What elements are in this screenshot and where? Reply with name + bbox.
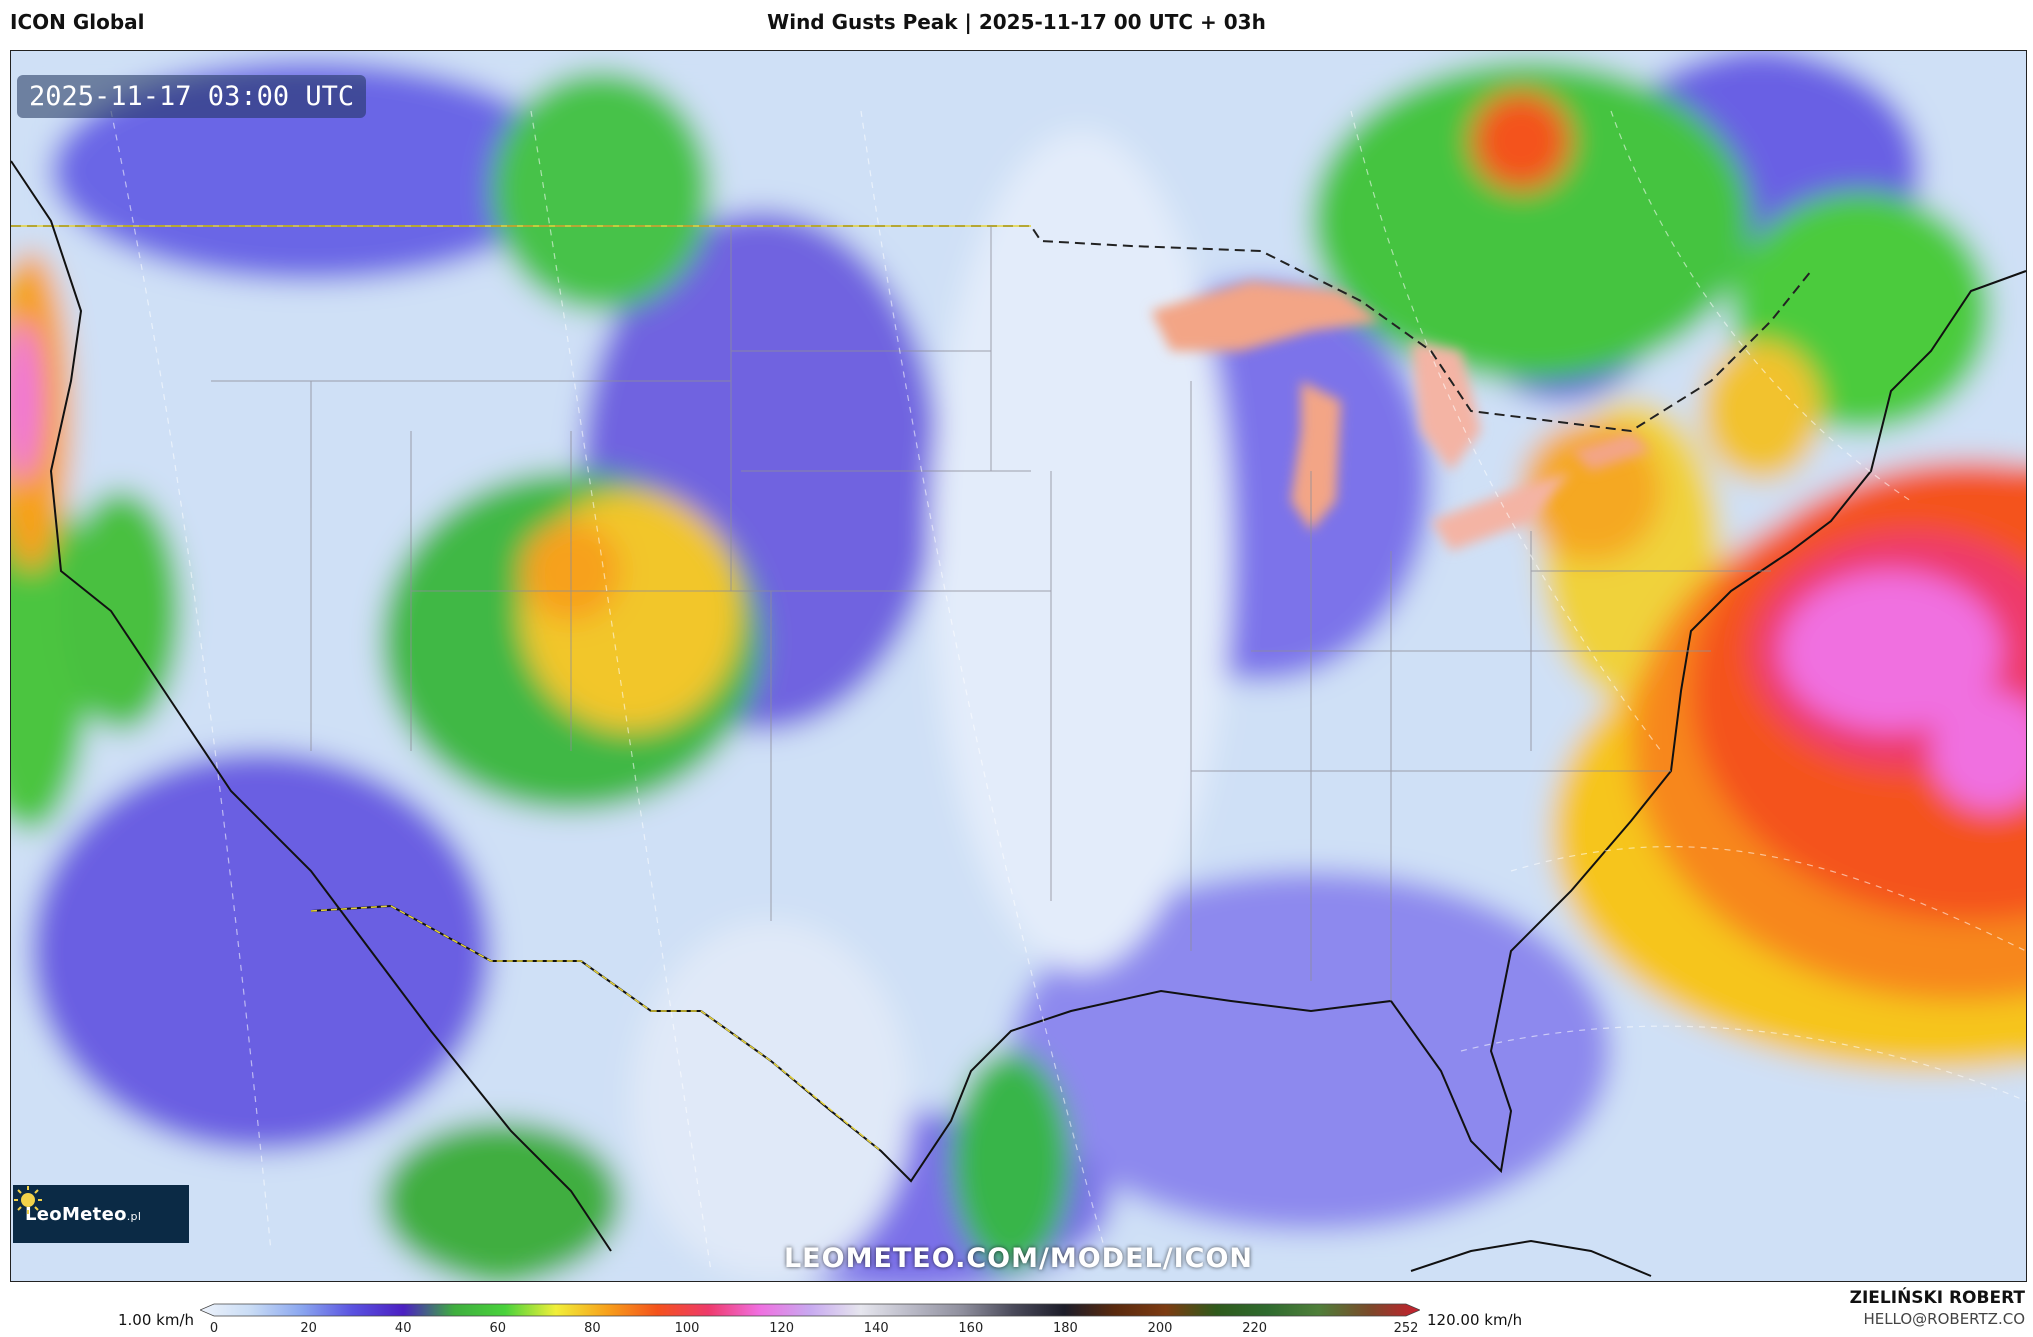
colorbar-tick-label: 200 — [1147, 1321, 1173, 1336]
colorbar-tick-label: 220 — [1242, 1321, 1268, 1336]
colorbar-tick-label: 160 — [958, 1321, 984, 1336]
colorbar-gradient — [200, 1303, 1420, 1317]
colorbar — [200, 1303, 1420, 1317]
great-lakes — [1151, 281, 1651, 551]
wind-gust-map[interactable]: 2025-11-17 03:00 UTC LeoMeteo.pl LEOMETE… — [10, 50, 2027, 1282]
colorbar-tick-label: 80 — [584, 1321, 601, 1336]
credits: ZIELIŃSKI ROBERT HELLO@ROBERTZ.CO — [1850, 1288, 2025, 1328]
boundaries — [11, 160, 2026, 1277]
colorbar-tick-label: 252 — [1393, 1321, 1419, 1336]
map-field — [11, 51, 2026, 1281]
colorbar-tick-label: 140 — [863, 1321, 889, 1336]
model-name: ICON Global — [10, 10, 145, 34]
chart-title: Wind Gusts Peak | 2025-11-17 00 UTC + 03… — [767, 10, 1266, 34]
colorbar-tick-label: 180 — [1053, 1321, 1078, 1336]
colorbar-tick-label: 20 — [300, 1321, 317, 1336]
valid-time-label: 2025-11-17 03:00 UTC — [17, 75, 367, 118]
isobars — [110, 110, 2026, 1272]
source-watermark: LEOMETEO.COM/MODEL/ICON — [783, 1243, 1254, 1274]
leometeo-logo[interactable]: LeoMeteo.pl — [13, 1185, 189, 1243]
colorbar-tick-label: 100 — [674, 1321, 700, 1336]
colorbar-tick-label: 0 — [209, 1321, 219, 1336]
author-email[interactable]: HELLO@ROBERTZ.CO — [1863, 1310, 2025, 1328]
colorbar-tick-label: 60 — [489, 1321, 507, 1336]
logo-name: LeoMeteo — [25, 1203, 127, 1225]
colorbar-min-label: 1.00 km/h — [118, 1311, 195, 1329]
gust-field — [11, 51, 2026, 1281]
colorbar-max-label: 120.00 km/h — [1427, 1311, 1523, 1329]
sun-icon — [14, 1186, 42, 1214]
logo-text: LeoMeteo.pl — [25, 1204, 141, 1225]
colorbar-tick-label: 40 — [394, 1321, 412, 1336]
logo-suffix: .pl — [126, 1209, 142, 1223]
colorbar-tick-label: 120 — [769, 1321, 795, 1336]
state-lines — [211, 226, 1771, 1001]
author-name: ZIELIŃSKI ROBERT — [1849, 1288, 2025, 1308]
